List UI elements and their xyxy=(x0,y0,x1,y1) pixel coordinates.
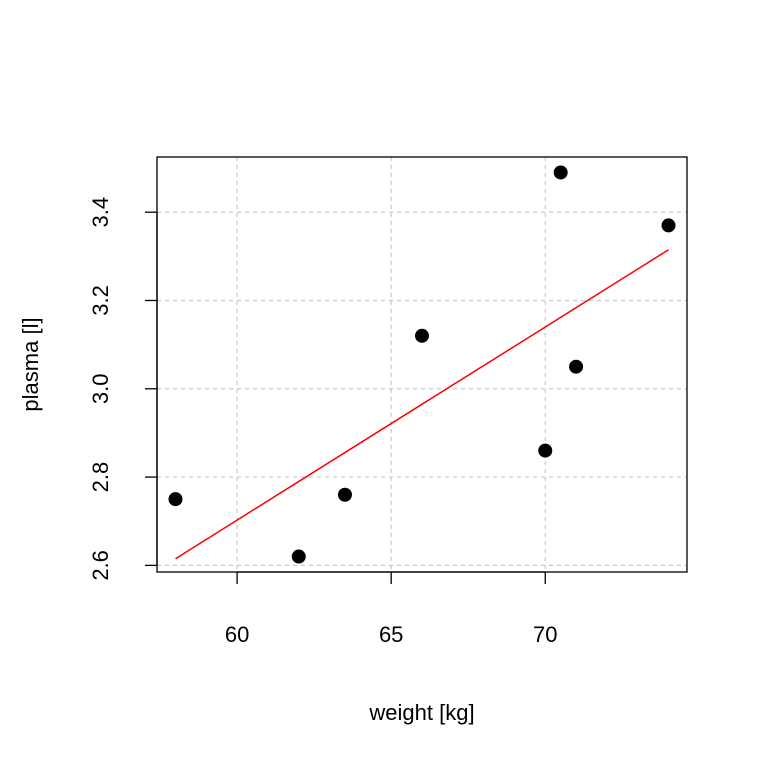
data-point xyxy=(538,443,553,458)
y-tick-label: 2.6 xyxy=(88,550,113,581)
y-axis-label: plasma [l] xyxy=(18,317,43,411)
x-axis-label: weight [kg] xyxy=(368,700,474,725)
x-tick-label: 65 xyxy=(379,622,403,647)
y-tick-label: 3.4 xyxy=(88,197,113,228)
x-axis: 60 65 70 xyxy=(225,571,557,647)
data-point xyxy=(291,549,306,564)
data-point xyxy=(168,492,183,507)
y-tick-label: 2.8 xyxy=(88,462,113,493)
x-tick-label: 60 xyxy=(225,622,249,647)
grid xyxy=(157,157,687,572)
data-points xyxy=(168,165,676,564)
x-tick-label: 70 xyxy=(533,622,557,647)
data-point xyxy=(553,165,568,180)
data-point xyxy=(661,218,676,233)
regression-line xyxy=(175,249,669,560)
y-axis: 2.6 2.8 3.0 3.2 3.4 xyxy=(88,197,158,581)
fit-line-layer xyxy=(175,249,669,560)
y-tick-label: 3.0 xyxy=(88,373,113,404)
data-point xyxy=(569,359,584,374)
data-point xyxy=(337,487,352,502)
plot-frame xyxy=(156,156,688,573)
data-point xyxy=(415,328,429,343)
y-tick-label: 3.2 xyxy=(88,285,113,316)
